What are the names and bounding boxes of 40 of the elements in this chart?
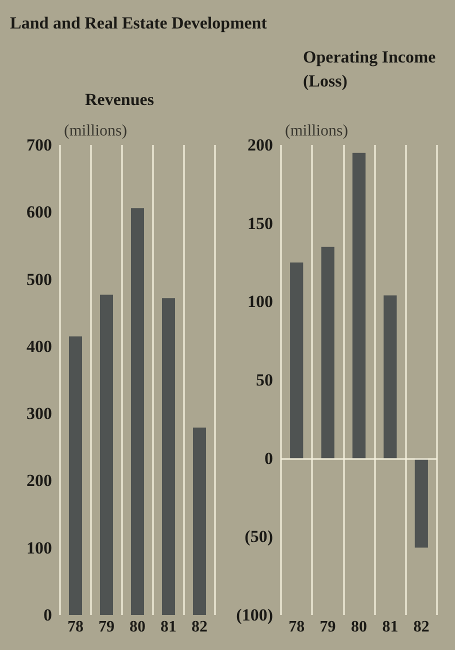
y-axis-title: (millions): [285, 122, 348, 140]
y-tick-label: 0: [264, 448, 273, 468]
y-tick-label: (50): [244, 527, 273, 546]
x-tick-label: 81: [160, 618, 176, 636]
y-tick-label: 700: [26, 136, 52, 154]
bar: [130, 208, 144, 615]
y-tick-label: 200: [248, 136, 273, 154]
y-tick-label: 0: [44, 606, 52, 624]
y-axis-title: (millions): [64, 122, 128, 140]
y-tick-label: 400: [26, 336, 52, 356]
bar: [192, 428, 206, 615]
y-tick-label: 500: [26, 270, 52, 289]
y-tick-label: 50: [256, 370, 273, 390]
y-tick-label: 300: [26, 404, 52, 424]
y-tick-label: 100: [248, 292, 273, 312]
chart-subtitle: Revenues: [85, 90, 154, 109]
y-tick-label: (100): [236, 606, 273, 624]
bar: [100, 294, 114, 615]
x-tick-label: 78: [288, 618, 305, 636]
chart-title: Operating Income (Loss): [303, 48, 440, 90]
y-tick-label: 200: [26, 471, 52, 490]
bar: [384, 295, 397, 458]
bar: [162, 298, 176, 615]
chart-title: Land and Real Estate Development: [10, 14, 268, 32]
y-tick-label: 600: [26, 202, 52, 222]
y-tick-label: 100: [26, 538, 52, 558]
bar: [290, 262, 304, 458]
bar: [414, 458, 428, 548]
x-tick-label: 79: [320, 618, 336, 636]
y-tick-label: 150: [248, 214, 273, 233]
x-tick-label: 81: [382, 618, 398, 636]
bar: [68, 336, 82, 615]
x-tick-label: 79: [98, 618, 114, 636]
x-tick-label: 80: [130, 618, 146, 636]
x-tick-label: 78: [68, 618, 84, 636]
x-tick-label: 80: [351, 618, 367, 636]
x-tick-label: 82: [413, 618, 430, 636]
x-tick-label: 82: [192, 618, 208, 636]
bar: [321, 246, 334, 458]
bar: [352, 152, 366, 458]
